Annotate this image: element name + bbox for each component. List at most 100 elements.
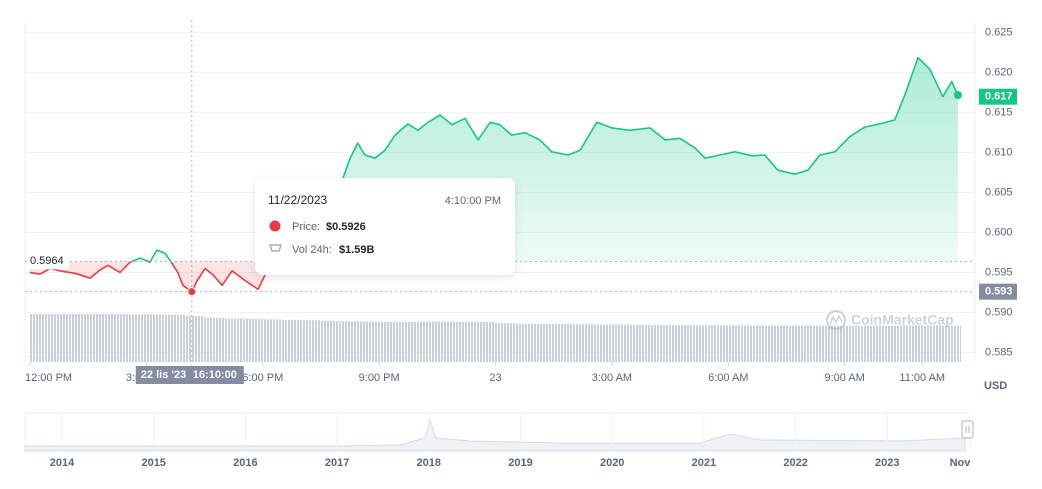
volume-bar [689,325,709,362]
tooltip-price-label: Price: [292,221,320,233]
volume-bar [146,314,166,362]
volume-bar [534,323,554,362]
volume-bar [553,323,574,362]
y-tick-label: 0.595 [985,266,1013,278]
navigator-label: 2016 [233,457,257,469]
volume-bar [495,323,515,362]
volume-bar [417,321,438,362]
volume-bar [786,325,806,362]
hover-price-label: 0.593 [985,286,1013,298]
volume-bar [805,325,826,362]
volume-bar [456,321,477,362]
navigator-label: 2023 [875,457,899,469]
reference-label-bg [27,253,69,270]
x-tick-label: 9:00 PM [359,372,400,384]
volume-bar [185,315,205,362]
volume-bar [728,325,748,362]
x-tick-label: 3:00 AM [592,372,632,384]
tooltip-volume-value: $1.59B [339,244,375,256]
tooltip-time: 4:10:00 PM [445,195,501,207]
navigator-label: 2015 [141,457,165,469]
navigator-label: Nov [950,457,972,469]
x-tick-label: 6:00 AM [708,372,748,384]
volume-bar [864,325,884,362]
volume-bar [301,320,321,362]
volume-bar [437,321,457,362]
volume-bar [514,323,535,362]
volume-bar [398,321,418,362]
navigator-label: 2014 [50,457,75,469]
crosshair-date: 22 lis '23 [141,369,186,381]
tooltip-volume-label: Vol 24h: [292,244,332,256]
tooltip-price-value: $0.5926 [326,221,366,233]
tooltip-volume-icon [268,244,283,252]
reference-label: 0.5964 [30,255,64,267]
volume-bar [650,325,671,362]
volume-bar [127,314,147,362]
volume-bar [68,314,89,362]
volume-bar [767,325,787,362]
volume-bars [30,314,962,362]
navigator-area [24,418,966,452]
hover-point [187,287,197,297]
current-price-badge [979,88,1017,105]
navigator-label: 2017 [325,457,349,469]
y-axis-unit: USD [984,380,1007,392]
volume-bar [922,325,942,362]
price-line-up [129,56,959,262]
x-tick-label: 6:00 PM [242,372,283,384]
volume-bar [592,324,612,362]
volume-bar [611,324,632,362]
y-tick-label: 0.615 [985,107,1013,119]
navigator-label: 2020 [600,457,624,469]
volume-bar [340,321,360,362]
x-tick-label: 12:00 PM [25,372,72,384]
navigator-label: 2018 [417,457,441,469]
volume-bar [747,325,768,362]
volume-bar [902,325,923,362]
volume-bar [844,325,865,362]
navigator [24,412,974,452]
navigator-labels: 2014 2015 2016 2017 2018 2019 2020 2021 2022 2023… [50,413,972,469]
volume-bar [320,320,341,362]
volume-bar [573,324,593,362]
volume-bar [476,321,496,362]
volume-bar [49,314,69,362]
watermark-logo-mark [829,314,843,325]
hover-price-badge [979,283,1017,300]
x-tick-label: 11:00 AM [899,372,945,384]
y-tick-label: 0.620 [985,67,1013,79]
watermark-logo [826,310,846,330]
tooltip: 11/22/2023 4:10:00 PM Price: $0.5926 Vol… [255,178,515,275]
navigator-label: 2019 [508,457,532,469]
volume-bar [243,318,263,362]
volume-bar [708,325,729,362]
tooltip-price-dot [269,220,281,232]
volume-bar [165,314,186,362]
navigator-handle[interactable] [961,420,974,439]
volume-bar [631,324,651,362]
volume-bar [670,325,690,362]
current-price-label: 0.617 [985,91,1013,103]
overlay: 0.5964 0.593 22 lis '23 16:10:00 0.617 [25,20,1017,384]
volume-bar [883,325,903,362]
y-tick-label: 0.585 [985,346,1013,358]
volume-bar [262,319,283,362]
volume-bar [941,325,962,362]
volume-bar [359,321,380,362]
volume-bar [30,314,50,362]
navigator-label: 2021 [692,457,716,469]
tooltip-box [255,178,515,275]
volume-bar [223,318,244,362]
watermark: CoinMarketCap [826,310,954,330]
last-point [953,91,962,100]
y-tick-label: 0.605 [985,187,1013,199]
volume-bar [107,314,128,362]
x-tick-label: 23 [489,372,501,384]
volume-bar [379,321,399,362]
navigator-label: 2022 [783,457,807,469]
volume-bar [825,325,845,362]
crosshair-x-badge [135,366,244,384]
